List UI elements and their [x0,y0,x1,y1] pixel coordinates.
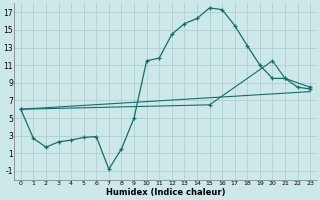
X-axis label: Humidex (Indice chaleur): Humidex (Indice chaleur) [106,188,225,197]
